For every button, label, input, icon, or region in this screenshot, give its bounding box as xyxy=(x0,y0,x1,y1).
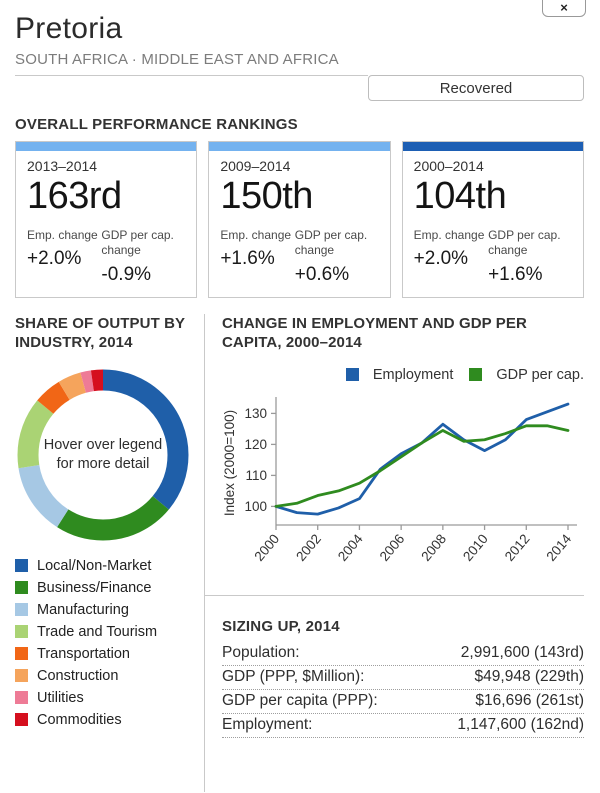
line-chart-legend: Employment GDP per cap. xyxy=(222,367,584,383)
donut-hover-note: Hover over legend for more detail xyxy=(43,437,163,472)
svg-text:2002: 2002 xyxy=(293,531,324,564)
card-accent-bar xyxy=(16,142,197,151)
svg-text:2014: 2014 xyxy=(543,531,574,564)
legend-swatch xyxy=(15,713,28,727)
svg-text:130: 130 xyxy=(244,406,267,421)
card-accent-bar xyxy=(402,142,583,151)
svg-text:100: 100 xyxy=(244,499,267,514)
legend-swatch xyxy=(469,368,483,382)
emp-change-label: Emp. change xyxy=(27,227,98,242)
svg-text:Index (2000=100): Index (2000=100) xyxy=(222,410,237,516)
industry-section: SHARE OF OUTPUT BY INDUSTRY, 2014 Hover … xyxy=(15,313,205,792)
legend-item-business-finance[interactable]: Business/Finance xyxy=(15,580,191,596)
svg-text:2006: 2006 xyxy=(377,531,408,564)
emp-change-value: +1.6% xyxy=(220,248,275,270)
stat-value: $16,696 (261st) xyxy=(475,691,584,709)
legend-item-employment: Employment xyxy=(345,367,453,383)
industry-heading: SHARE OF OUTPUT BY INDUSTRY, 2014 xyxy=(15,314,185,352)
gdp-change-label: GDP per cap. change xyxy=(101,227,174,258)
sizing-up-table: Population: 2,991,600 (143rd) GDP (PPP, … xyxy=(222,642,584,738)
legend-swatch xyxy=(15,603,28,617)
sizing-up-heading: SIZING UP, 2014 xyxy=(222,617,340,635)
page-subtitle: SOUTH AFRICA · MIDDLE EAST AND AFRICA xyxy=(15,51,339,68)
section-divider xyxy=(205,594,584,596)
card-accent-bar xyxy=(209,142,390,151)
gdp-change-label: GDP per cap. change xyxy=(488,227,561,258)
svg-text:2010: 2010 xyxy=(460,531,491,564)
stat-row-population: Population: 2,991,600 (143rd) xyxy=(222,642,584,666)
ranking-period: 2000–2014 xyxy=(413,158,484,174)
legend-item-local-non-market[interactable]: Local/Non-Market xyxy=(15,558,191,574)
legend-item-utilities[interactable]: Utilities xyxy=(15,690,191,706)
ranking-card-2000-2014: 2000–2014 104th Emp. change +2.0% GDP pe… xyxy=(401,141,584,298)
rankings-heading: OVERALL PERFORMANCE RANKINGS xyxy=(15,116,298,133)
legend-swatch xyxy=(15,581,28,595)
stat-label: GDP per capita (PPP): xyxy=(222,691,378,709)
ranking-card-2009-2014: 2009–2014 150th Emp. change +1.6% GDP pe… xyxy=(208,141,391,298)
svg-text:2012: 2012 xyxy=(502,531,533,564)
recovery-status-button[interactable]: Recovered xyxy=(368,75,584,101)
stat-label: Employment: xyxy=(222,715,313,733)
emp-change-label: Emp. change xyxy=(220,227,292,242)
svg-text:2000: 2000 xyxy=(251,531,282,564)
legend-swatch xyxy=(15,647,28,661)
gdp-change-value: -0.9% xyxy=(101,263,152,285)
svg-text:2004: 2004 xyxy=(335,531,366,564)
employment-section: CHANGE IN EMPLOYMENT AND GDP PER CAPITA,… xyxy=(205,314,600,792)
stat-label: GDP (PPP, $Million): xyxy=(222,667,365,685)
legend-swatch xyxy=(15,625,28,639)
legend-item-commodities[interactable]: Commodities xyxy=(15,712,191,728)
svg-text:2008: 2008 xyxy=(418,531,449,564)
header-divider xyxy=(15,75,368,76)
ranking-card-2013-2014: 2013–2014 163rd Emp. change +2.0% GDP pe… xyxy=(15,141,198,298)
legend-swatch xyxy=(15,691,28,705)
svg-text:110: 110 xyxy=(245,468,267,483)
stat-value: 2,991,600 (143rd) xyxy=(460,643,584,661)
emp-change-value: +2.0% xyxy=(413,248,469,270)
industry-donut-wrap: Hover over legend for more detail xyxy=(15,367,191,543)
industry-legend: Local/Non-Market Business/Finance Manufa… xyxy=(15,558,191,728)
legend-swatch xyxy=(15,669,28,683)
detail-section: SHARE OF OUTPUT BY INDUSTRY, 2014 Hover … xyxy=(15,313,600,792)
industry-donut-chart xyxy=(17,369,189,541)
gdp-change-value: +0.6% xyxy=(294,263,350,285)
stat-value: 1,147,600 (162nd) xyxy=(457,715,584,733)
employment-gdp-line-chart: 100 110 120 130 Index (2000=100) 2000 2002 2004… xyxy=(222,396,577,564)
employment-chart-heading: CHANGE IN EMPLOYMENT AND GDP PER CAPITA,… xyxy=(222,314,527,352)
ranking-period: 2009–2014 xyxy=(220,158,291,174)
close-icon: × xyxy=(560,0,568,15)
gdp-change-value: +1.6% xyxy=(488,263,543,285)
ranking-value: 104th xyxy=(413,175,507,217)
emp-change-label: Emp. change xyxy=(413,227,485,242)
legend-item-construction[interactable]: Construction xyxy=(15,668,191,684)
ranking-cards: 2013–2014 163rd Emp. change +2.0% GDP pe… xyxy=(15,141,584,298)
legend-swatch xyxy=(345,368,359,382)
stat-row-gdp-per-capita: GDP per capita (PPP): $16,696 (261st) xyxy=(222,690,584,714)
legend-swatch xyxy=(15,559,28,573)
ranking-value: 163rd xyxy=(27,175,122,217)
emp-change-value: +2.0% xyxy=(27,248,82,270)
legend-item-trade-and-tourism[interactable]: Trade and Tourism xyxy=(15,624,191,640)
legend-item-manufacturing[interactable]: Manufacturing xyxy=(15,602,191,618)
legend-item-gdp-per-cap: GDP per cap. xyxy=(469,367,584,383)
ranking-value: 150th xyxy=(220,175,313,217)
page-title: Pretoria xyxy=(15,12,123,45)
legend-item-transportation[interactable]: Transportation xyxy=(15,646,191,662)
ranking-period: 2013–2014 xyxy=(27,158,98,174)
svg-text:120: 120 xyxy=(244,437,267,452)
stat-row-employment: Employment: 1,147,600 (162nd) xyxy=(222,714,584,738)
stat-row-gdp: GDP (PPP, $Million): $49,948 (229th) xyxy=(222,666,584,690)
header-rule-row: Recovered xyxy=(15,75,584,101)
stat-value: $49,948 (229th) xyxy=(474,667,584,685)
gdp-change-label: GDP per cap. change xyxy=(294,227,368,258)
stat-label: Population: xyxy=(222,643,300,661)
close-button[interactable]: × xyxy=(542,0,586,17)
